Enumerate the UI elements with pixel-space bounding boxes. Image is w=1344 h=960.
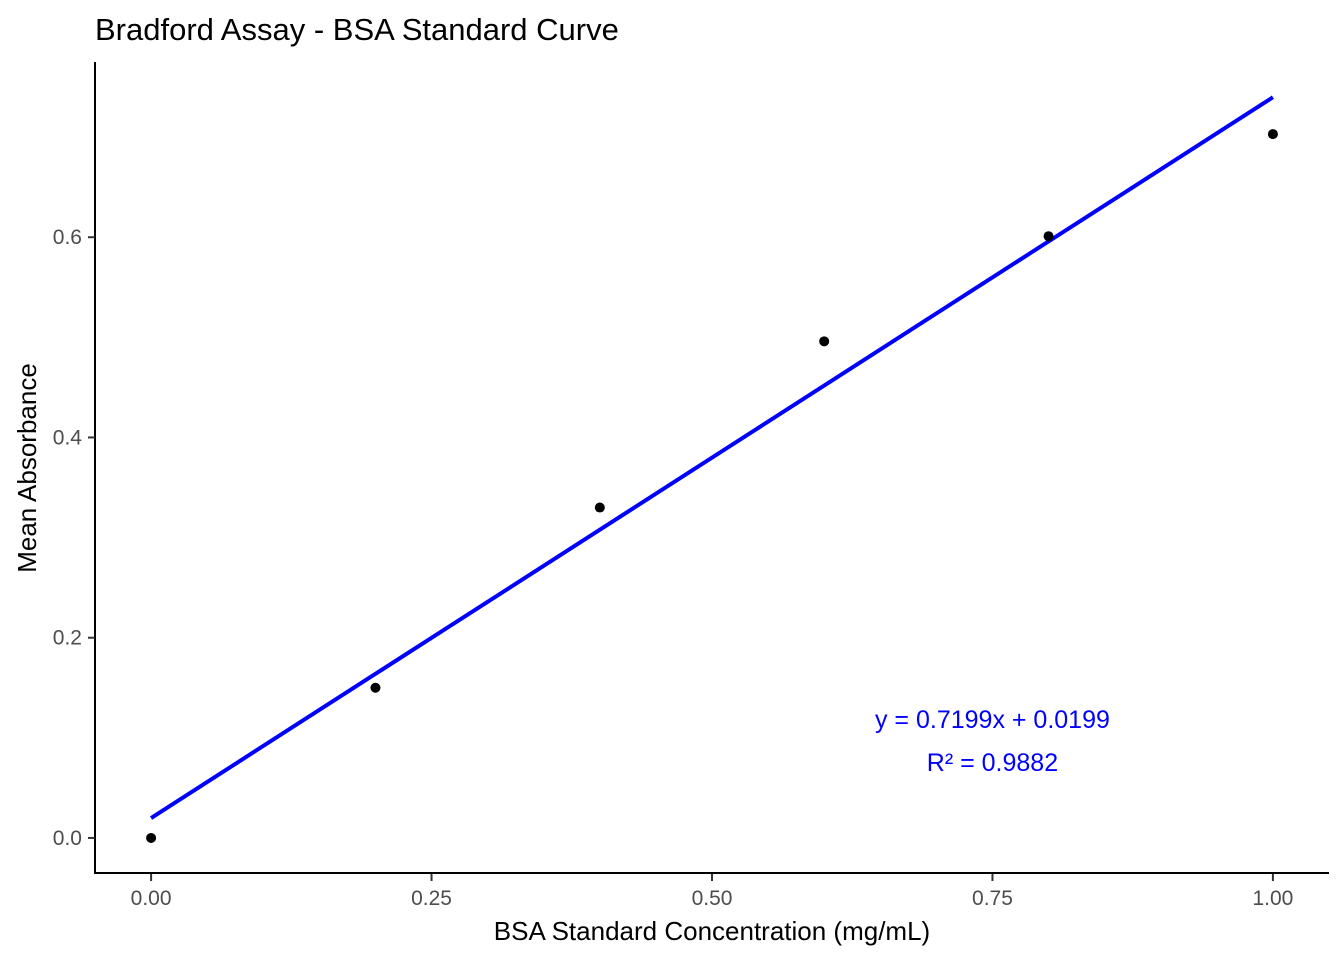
x-axis-title: BSA Standard Concentration (mg/mL) [494,916,930,946]
y-tick-label: 0.2 [53,627,82,650]
chart-title: Bradford Assay - BSA Standard Curve [95,12,619,47]
data-point [146,832,157,843]
y-tick-label: 0.4 [53,426,83,449]
y-tick-label: 0.6 [53,226,82,249]
r-squared-label: R² = 0.9882 [927,749,1058,777]
data-point [1267,129,1278,140]
x-tick-label: 1.00 [1252,887,1293,910]
regression-line [150,95,1274,820]
y-axis-title: Mean Absorbance [12,363,42,573]
data-point [1043,231,1054,242]
regression-equation: y = 0.7199x + 0.0199 [875,706,1110,734]
x-tick-label: 0.25 [411,887,452,910]
plot-area [146,95,1278,843]
annotations: y = 0.7199x + 0.0199 R² = 0.9882 [875,706,1110,777]
x-tick-label: 0.75 [972,887,1013,910]
data-point [370,682,381,693]
data-point [819,336,830,347]
data-point [594,502,605,513]
x-tick-label: 0.50 [692,887,733,910]
x-axis-ticks: 0.00 0.25 0.50 0.75 1.00 [131,874,1293,910]
y-axis-ticks: 0.0 0.2 0.4 0.6 [53,226,95,850]
y-tick-label: 0.0 [53,827,82,850]
x-tick-label: 0.00 [131,887,172,910]
